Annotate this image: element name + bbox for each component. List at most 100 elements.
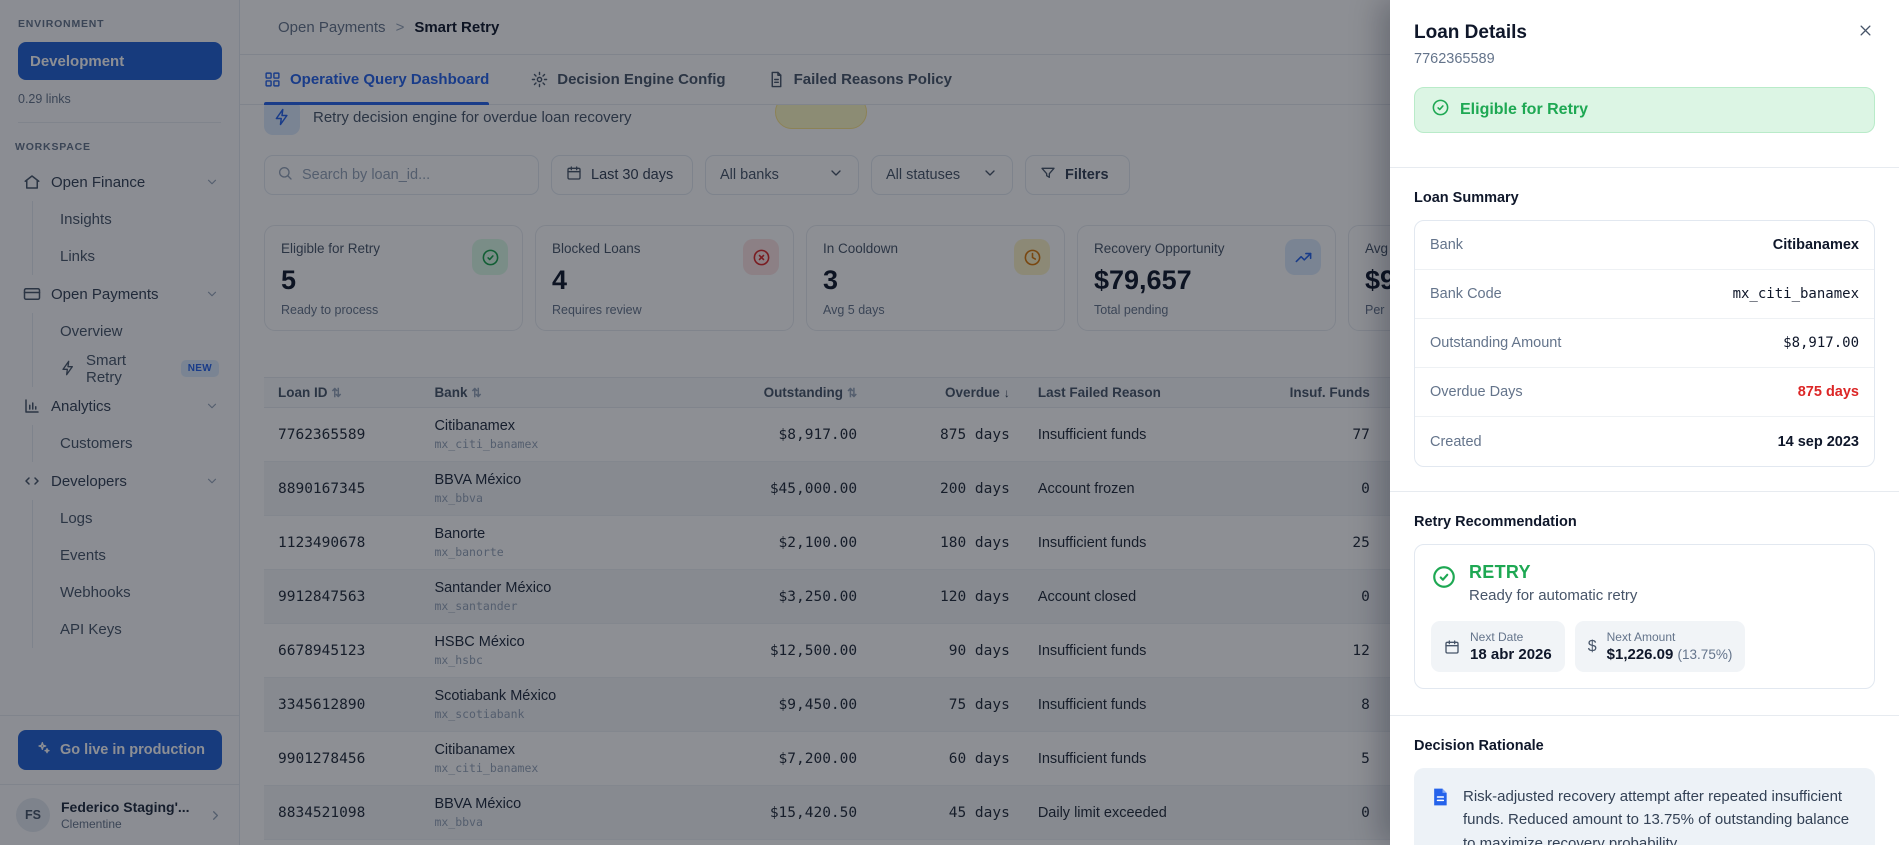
tab-label: Decision Engine Config [557, 71, 726, 88]
chart-icon [23, 397, 41, 415]
table-row[interactable]: 3345612890 Scotiabank México mx_scotiabank… [264, 677, 1390, 732]
sidebar-item-webhooks[interactable]: Webhooks [32, 574, 227, 611]
cell-chargebacks: 0 [1383, 839, 1390, 845]
column-header-overdue[interactable]: Overdue ↓ [871, 377, 1024, 408]
stat-card-eligible-for-retry: Eligible for Retry 5 Ready to process [264, 225, 523, 331]
divider [1390, 491, 1899, 492]
cell-reason: Account frozen [1023, 461, 1228, 516]
sidebar: ENVIRONMENT Development 0.29 links WORKS… [0, 0, 240, 845]
chevron-down-icon [205, 399, 219, 413]
cell-overdue: 875 days [871, 407, 1024, 462]
summary-label: Outstanding Amount [1430, 335, 1562, 351]
table-row[interactable]: 7762365589 Citibanamex mx_citi_banamex $8,9… [264, 407, 1390, 462]
filters-button[interactable]: Filters [1025, 155, 1130, 195]
table-row[interactable]: 1123490678 Banorte mx_banorte $2,100.00 180 … [264, 515, 1390, 570]
cell-insuf-funds: 0 [1227, 785, 1384, 840]
table-row[interactable]: 9901278456 Citibanamex mx_citi_banamex $7,2… [264, 731, 1390, 786]
column-header-chargebacks[interactable]: Chargebacks [1383, 377, 1390, 408]
close-icon[interactable] [1851, 16, 1879, 44]
breadcrumb-separator: > [395, 18, 405, 36]
summary-value: Citibanamex [1772, 237, 1859, 253]
page-description: Retry decision engine for overdue loan r… [313, 108, 632, 126]
search-icon [277, 165, 293, 186]
breadcrumb-parent[interactable]: Open Payments [278, 18, 386, 36]
table-row[interactable]: 6678945123 HSBC México mx_hsbc $12,500.00 90… [264, 623, 1390, 678]
stat-card-avg: Avg $9 Per [1348, 225, 1390, 331]
cell-chargebacks: 2 [1383, 569, 1390, 624]
tab-decision-engine-config[interactable]: Decision Engine Config [531, 55, 726, 104]
go-live-button[interactable]: Go live in production [18, 730, 222, 770]
stat-label: In Cooldown [823, 241, 899, 256]
retry-description: Ready for automatic retry [1469, 587, 1638, 604]
sort-icon: ⇅ [471, 386, 482, 400]
table-row[interactable]: 8834521098 BBVA México mx_bbva $15,420.50 45… [264, 785, 1390, 840]
sidebar-item-overview[interactable]: Overview [32, 313, 227, 350]
table-row[interactable]: 8890167345 BBVA México mx_bbva $45,000.00 20… [264, 461, 1390, 516]
tab-operative-query-dashboard[interactable]: Operative Query Dashboard [264, 55, 490, 105]
retry-verdict: RETRY [1469, 562, 1531, 582]
cell-outstanding: $8,917.00 [631, 407, 872, 462]
check-circle-icon [1431, 564, 1457, 604]
cell-bank: Scotiabank México mx_scotiabank [420, 677, 632, 732]
table-row[interactable]: 9912847563 Santander México mx_santander $3… [264, 569, 1390, 624]
column-header-loan-id[interactable]: Loan ID ⇅ [264, 377, 421, 408]
cooldown-pill-fragment [774, 105, 867, 129]
sidebar-item-label: Events [60, 547, 106, 564]
sidebar-item-label: Smart Retry [86, 351, 127, 386]
date-range-button[interactable]: Last 30 days [551, 155, 693, 195]
cell-loan-id: 9912847563 [264, 569, 421, 624]
sidebar-item-open-payments[interactable]: Open Payments [15, 275, 227, 313]
cell-outstanding: $12,500.00 [631, 623, 872, 678]
calendar-icon [566, 165, 582, 185]
environment-selector[interactable]: Development [18, 42, 229, 82]
sparkles-icon [35, 740, 51, 760]
rec-box-label: Next Amount [1606, 630, 1676, 644]
gear-icon [531, 71, 548, 88]
decision-rationale-heading: Decision Rationale [1414, 738, 1544, 754]
modal-backdrop[interactable] [0, 0, 1390, 845]
stat-cards: Eligible for Retry 5 Ready to process Block… [240, 195, 1390, 331]
cell-chargebacks: 0 [1383, 677, 1390, 732]
chevron-down-icon [828, 165, 844, 185]
column-header-outstanding[interactable]: Outstanding ⇅ [631, 377, 872, 408]
user-account-row[interactable]: FS Federico Staging'... Clementine [0, 784, 239, 845]
rec-box-next-date: Next Date 18 abr 2026 [1431, 621, 1565, 672]
sidebar-item-smart-retry[interactable]: Smart Retry NEW [32, 350, 227, 387]
summary-value: 875 days [1797, 384, 1859, 400]
status-filter-select[interactable]: All statuses [871, 155, 1013, 195]
panel-loan-id: 7762365589 [1414, 51, 1495, 67]
sidebar-item-open-finance[interactable]: Open Finance [15, 163, 227, 201]
sort-icon: ⇅ [331, 386, 342, 400]
recommendation-boxes: Next Date 18 abr 2026 $ Next Amount $1,226.0… [1431, 621, 1858, 672]
cell-loan-id: 1123490678 [264, 515, 421, 570]
cell-insuf-funds: 25 [1227, 515, 1384, 570]
column-header-bank[interactable]: Bank ⇅ [420, 377, 632, 408]
sidebar-item-logs[interactable]: Logs [32, 500, 227, 537]
bank-filter-select[interactable]: All banks [705, 155, 859, 195]
sidebar-item-events[interactable]: Events [32, 537, 227, 574]
column-header-last-failed-reason[interactable]: Last Failed Reason [1023, 377, 1228, 408]
sidebar-item-insights[interactable]: Insights [32, 201, 227, 238]
sidebar-item-analytics[interactable]: Analytics [15, 387, 227, 425]
column-header-insuf-funds[interactable]: Insuf. Funds [1227, 377, 1384, 408]
sidebar-item-customers[interactable]: Customers [32, 425, 227, 462]
search-input[interactable] [302, 167, 526, 183]
sidebar-item-api-keys[interactable]: API Keys [32, 611, 227, 648]
rationale-text: Risk-adjusted recovery attempt after rep… [1463, 788, 1850, 845]
cell-outstanding: $2,100.00 [631, 515, 872, 570]
user-name: Federico Staging'... [61, 799, 190, 815]
sidebar-item-links[interactable]: Links [32, 238, 227, 275]
tab-failed-reasons-policy[interactable]: Failed Reasons Policy [768, 55, 952, 104]
sort-desc-icon: ↓ [1003, 386, 1010, 400]
cell-reason: Technical error [1023, 839, 1228, 845]
cell-outstanding: $7,200.00 [631, 731, 872, 786]
table-row[interactable]: 5567834921Banortemx_banorte$28,750.0030 … [264, 839, 1390, 845]
cell-overdue: 60 days [871, 731, 1024, 786]
cell-outstanding: $15,420.50 [631, 785, 872, 840]
cell-chargebacks: 0 [1383, 407, 1390, 462]
divider [1390, 167, 1899, 168]
column-label: Outstanding [763, 385, 844, 400]
sidebar-item-developers[interactable]: Developers [15, 462, 227, 500]
code-icon [23, 472, 41, 490]
